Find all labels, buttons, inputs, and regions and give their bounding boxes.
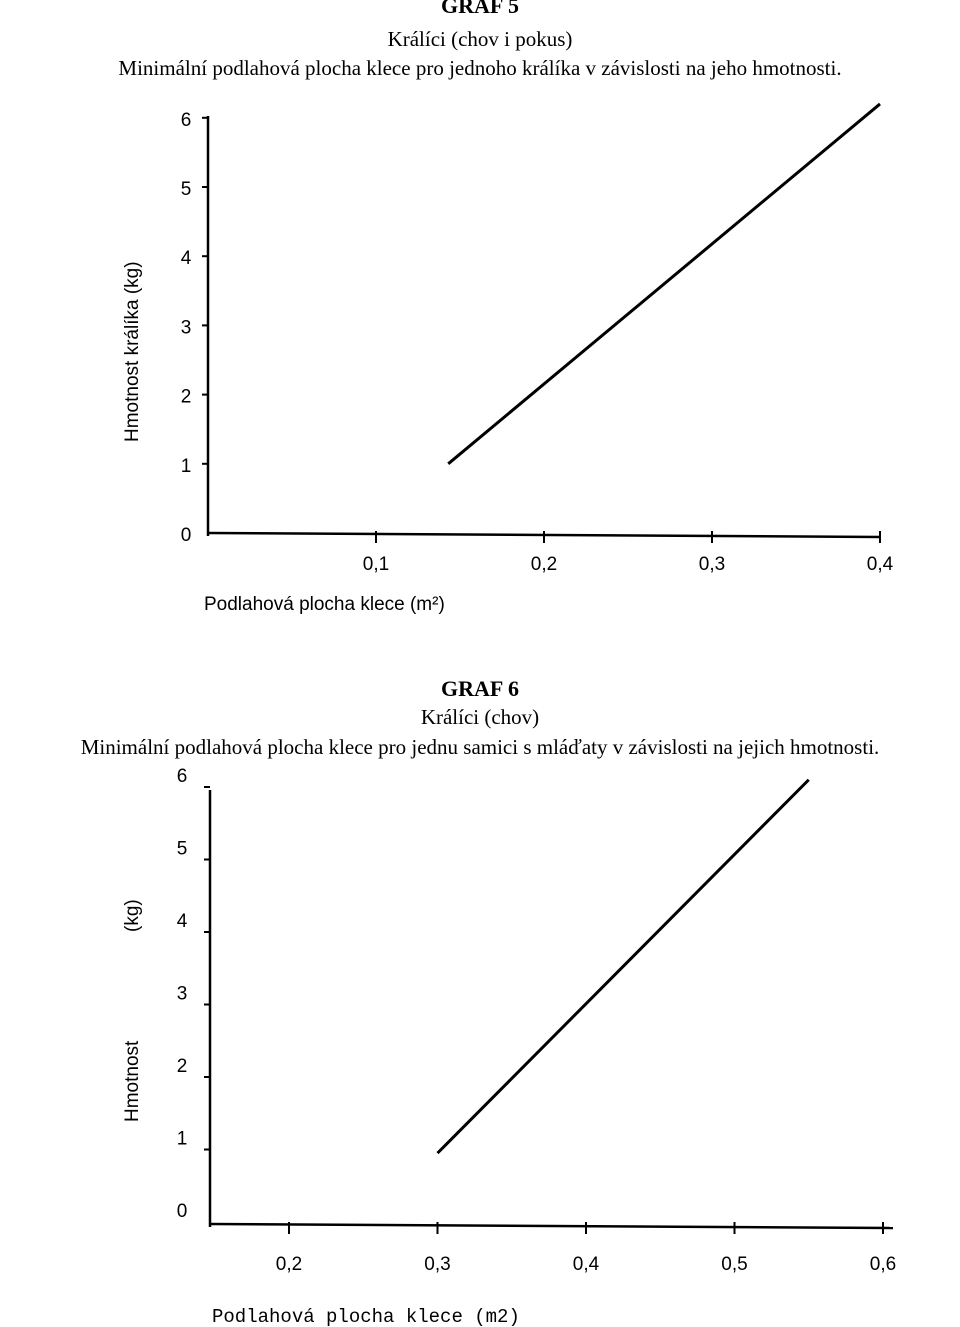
graph5-x-tick-label: 0,1 <box>363 554 389 575</box>
graph6-x-axis <box>209 1222 894 1230</box>
graph5-y-tick-label: 4 <box>181 248 192 269</box>
graph6-series-line <box>436 778 810 1155</box>
graph6-x-axis-label: Podlahová plocha klece (m2) <box>212 1306 520 1327</box>
graph6-y-tick-label: 5 <box>177 839 188 860</box>
graph5-y-axis-label: Hmotnost králíka (kg) <box>122 261 143 442</box>
graph5-y-tick-label: 3 <box>181 317 192 338</box>
graph5-y-tick-label: 1 <box>181 456 192 477</box>
graph6-x-tick-label: 0,3 <box>424 1254 450 1275</box>
graph5-y-tick-label: 2 <box>181 387 192 408</box>
graph6-y-tick-label: 3 <box>177 984 188 1005</box>
graph5-subtitle: Králíci (chov i pokus) <box>387 27 573 51</box>
graph5-y-tick-label: 6 <box>181 110 192 131</box>
graph6-y-tick-label: 1 <box>177 1129 188 1150</box>
graph6-x-tick-label: 0,2 <box>276 1254 302 1275</box>
graph5-chart: 0 1 2 3 4 5 6 0,1 0,2 0,3 0,4 Podlahová plocha klec… <box>122 102 894 615</box>
graph5-y-tick-label: 5 <box>181 179 192 200</box>
graph5-y-tick-label: 0 <box>181 525 192 546</box>
graph5-series-line <box>447 102 881 465</box>
graph5-x-tick-label: 0,4 <box>867 554 894 575</box>
graph6-y-axis-label-right: (kg) <box>122 899 143 932</box>
graph6-y-tick-label: 4 <box>177 911 188 932</box>
graph6-y-tick-label: 0 <box>177 1201 188 1222</box>
graph6-y-axis-label-left: Hmotnost <box>122 1040 143 1122</box>
graph5-x-tick-label: 0,3 <box>699 554 725 575</box>
graph5-x-tick-label: 0,2 <box>531 554 557 575</box>
graph5-title: GRAF 5 <box>440 0 519 18</box>
graph6-title: GRAF 6 <box>440 676 519 701</box>
graph5-x-axis-label: Podlahová plocha klece (m²) <box>204 594 445 615</box>
graph6-x-tick-label: 0,4 <box>573 1254 600 1275</box>
graph5-description: Minimální podlahová plocha klece pro jed… <box>118 56 842 80</box>
graph6-subtitle: Králíci (chov) <box>420 705 540 729</box>
graph6-x-tick-label: 0,5 <box>721 1254 747 1275</box>
graph6-y-tick-label: 6 <box>177 766 188 787</box>
graph6-x-tick-label: 0,6 <box>870 1254 896 1275</box>
graph6-y-tick-label: 2 <box>177 1056 188 1077</box>
graph6-description: Minimální podlahová plocha klece pro jed… <box>80 735 880 759</box>
